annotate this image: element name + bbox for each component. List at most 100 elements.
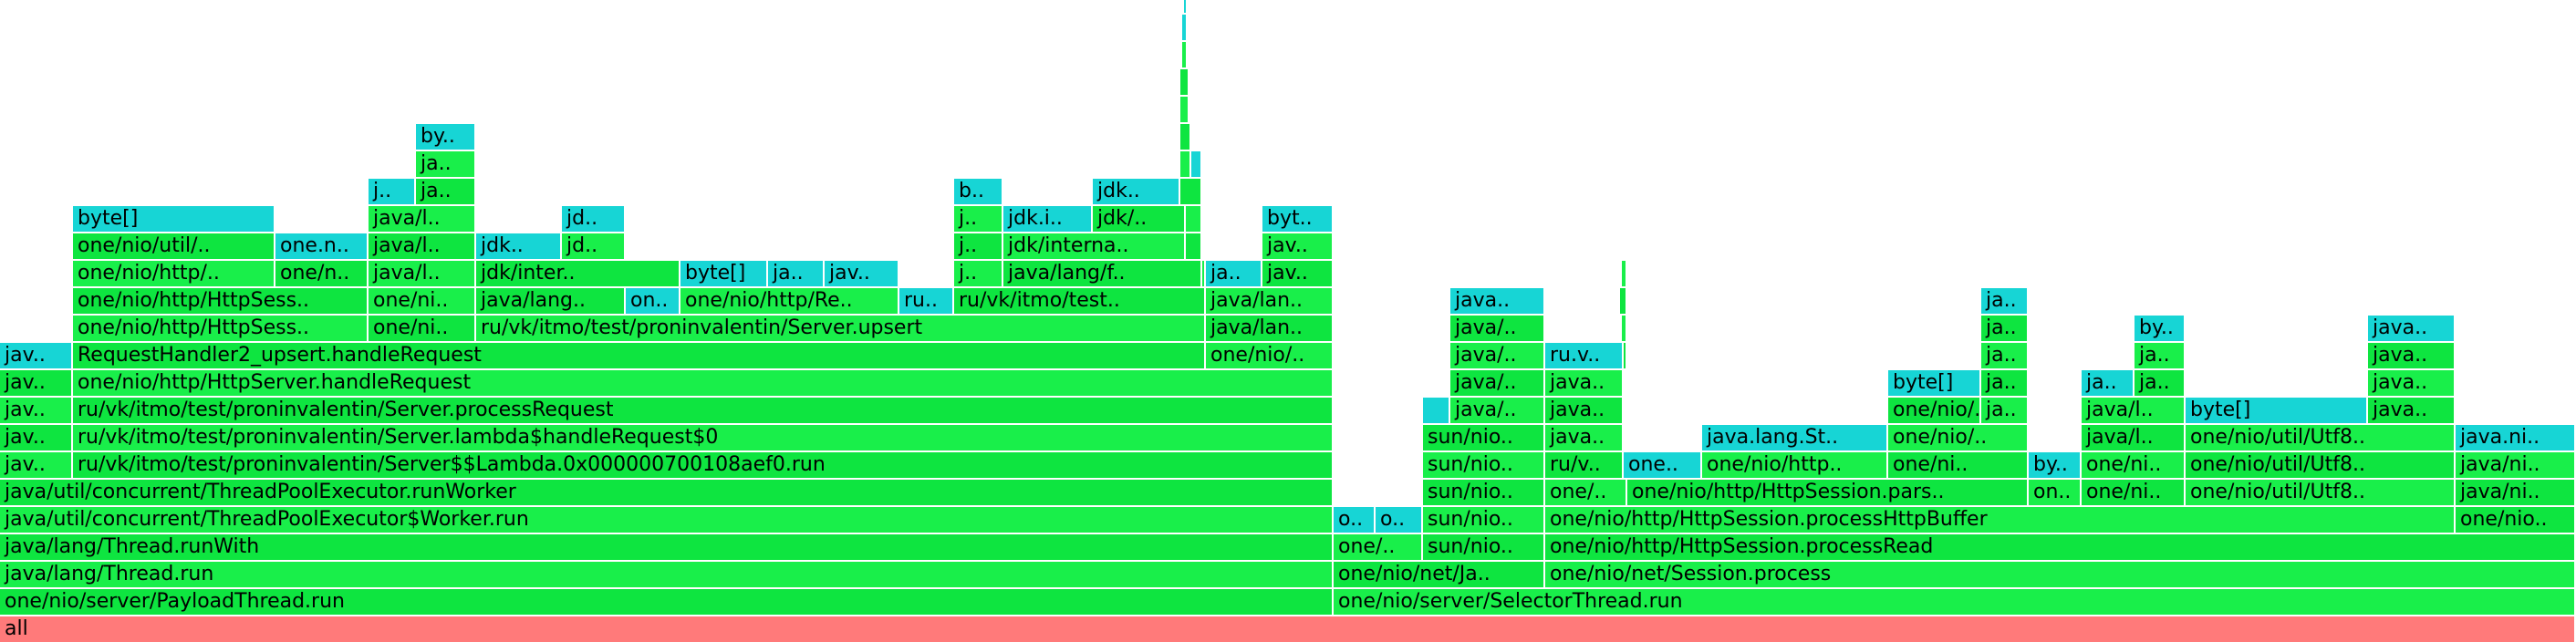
flame-frame[interactable]: java.. xyxy=(1545,425,1624,452)
flame-frame[interactable]: ru/vk/itmo/test/proninvalentin/Server.la… xyxy=(73,425,1334,452)
flame-frame[interactable]: one/nio/http/HttpServer.handleRequest xyxy=(73,370,1334,398)
flame-frame[interactable]: java.. xyxy=(2368,316,2456,343)
flame-frame[interactable]: jdk.. xyxy=(1093,179,1180,206)
flame-frame[interactable] xyxy=(1184,0,1188,15)
flame-frame[interactable]: one/.. xyxy=(1334,534,1423,562)
flame-frame[interactable]: one/n.. xyxy=(275,261,369,288)
flame-frame[interactable]: jav.. xyxy=(0,452,73,480)
flame-frame[interactable]: java/.. xyxy=(1450,316,1545,343)
flame-frame[interactable]: one/nio/.. xyxy=(1888,425,2029,452)
flame-frame[interactable]: one/nio/http/HttpSess.. xyxy=(73,288,369,316)
flame-frame[interactable]: one/nio/http/HttpSession.processRead xyxy=(1545,534,2576,562)
flame-frame[interactable] xyxy=(1191,151,1202,179)
flame-frame[interactable]: one/nio.. xyxy=(2456,507,2576,534)
flame-frame[interactable]: java/.. xyxy=(1450,398,1545,425)
flame-frame[interactable] xyxy=(1182,42,1188,69)
flame-frame[interactable]: one/nio/net/Session.process xyxy=(1545,562,2576,589)
flame-frame[interactable]: java.. xyxy=(2368,398,2456,425)
flame-frame[interactable]: java/l.. xyxy=(369,261,476,288)
flame-frame[interactable] xyxy=(1620,288,1627,316)
flame-frame[interactable] xyxy=(1186,233,1202,261)
flame-frame[interactable]: ja.. xyxy=(1981,316,2029,343)
flame-frame[interactable]: java/lang/Thread.run xyxy=(0,562,1334,589)
flame-frame[interactable]: one/ni.. xyxy=(2082,452,2186,480)
flame-frame[interactable] xyxy=(1423,398,1450,425)
flame-frame[interactable]: one/.. xyxy=(1545,480,1627,507)
flame-frame[interactable]: java.lang.St.. xyxy=(1702,425,1888,452)
flame-frame[interactable]: one.. xyxy=(1624,452,1702,480)
flame-frame[interactable]: java/util/concurrent/ThreadPoolExecutor.… xyxy=(0,480,1334,507)
flame-frame[interactable]: ja.. xyxy=(2135,370,2186,398)
flame-frame[interactable]: one/nio/server/PayloadThread.run xyxy=(0,589,1334,616)
flame-frame[interactable]: byte[] xyxy=(680,261,768,288)
flame-frame[interactable]: java/ni.. xyxy=(2456,452,2576,480)
flame-frame[interactable]: byte[] xyxy=(1888,370,1981,398)
flame-frame[interactable]: java.ni.. xyxy=(2456,425,2576,452)
flame-frame[interactable]: sun/nio.. xyxy=(1423,534,1545,562)
flame-frame[interactable]: j.. xyxy=(954,261,1003,288)
flame-frame[interactable]: jdk/inter.. xyxy=(476,261,680,288)
flame-frame[interactable]: java/lang/f.. xyxy=(1003,261,1202,288)
flame-frame[interactable]: jav.. xyxy=(0,343,73,370)
flame-frame[interactable]: one/nio/http/HttpSess.. xyxy=(73,316,369,343)
flame-frame[interactable]: jdk/.. xyxy=(1093,206,1186,233)
flame-frame[interactable]: one/nio/http.. xyxy=(1702,452,1888,480)
flame-frame[interactable]: by.. xyxy=(2029,452,2082,480)
flame-frame[interactable] xyxy=(1180,179,1202,206)
flame-frame[interactable]: one/ni.. xyxy=(1888,452,2029,480)
flame-frame[interactable]: one/ni.. xyxy=(369,288,476,316)
flame-frame[interactable]: one/nio/util/Utf8.. xyxy=(2186,425,2456,452)
flame-frame[interactable]: jd.. xyxy=(562,206,626,233)
flame-frame[interactable]: ja.. xyxy=(2135,343,2186,370)
flame-frame[interactable]: sun/nio.. xyxy=(1423,480,1545,507)
flame-frame[interactable]: ru/vk/itmo/test/proninvalentin/Server.pr… xyxy=(73,398,1334,425)
flame-frame[interactable]: java/l.. xyxy=(369,206,476,233)
flame-frame[interactable]: ja.. xyxy=(1981,288,2029,316)
flame-frame[interactable]: on.. xyxy=(626,288,680,316)
flame-frame[interactable]: java/lan.. xyxy=(1206,288,1334,316)
flame-frame[interactable]: all xyxy=(0,616,2576,642)
flame-frame[interactable]: jdk.i.. xyxy=(1003,206,1093,233)
flame-frame[interactable]: one/nio/.. xyxy=(1888,398,1981,425)
flame-frame[interactable]: ja.. xyxy=(416,151,476,179)
flame-frame[interactable]: java/lan.. xyxy=(1206,316,1334,343)
flame-frame[interactable]: jdk/interna.. xyxy=(1003,233,1186,261)
flame-frame[interactable]: ru.v.. xyxy=(1545,343,1624,370)
flame-frame[interactable]: one.n.. xyxy=(275,233,369,261)
flame-frame[interactable]: sun/nio.. xyxy=(1423,452,1545,480)
flame-frame[interactable]: ja.. xyxy=(416,179,476,206)
flame-frame[interactable]: ja.. xyxy=(768,261,825,288)
flame-frame[interactable]: java/.. xyxy=(1450,370,1545,398)
flame-frame[interactable]: j.. xyxy=(954,206,1003,233)
flame-frame[interactable]: java/l.. xyxy=(2082,398,2186,425)
flame-frame[interactable]: java/.. xyxy=(1450,343,1545,370)
flame-frame[interactable]: java.. xyxy=(2368,343,2456,370)
flame-frame[interactable]: jav.. xyxy=(0,370,73,398)
flame-frame[interactable] xyxy=(1186,206,1202,233)
flame-frame[interactable] xyxy=(1180,69,1189,97)
flame-frame[interactable]: java/lang/Thread.runWith xyxy=(0,534,1334,562)
flame-frame[interactable]: ja.. xyxy=(1981,343,2029,370)
flame-frame[interactable]: on.. xyxy=(2029,480,2082,507)
flame-frame[interactable] xyxy=(1182,15,1188,42)
flame-frame[interactable]: sun/nio.. xyxy=(1423,507,1545,534)
flame-frame[interactable]: ru/vk/itmo/test/proninvalentin/Server.up… xyxy=(476,316,1206,343)
flame-frame[interactable] xyxy=(1622,261,1627,288)
flame-frame[interactable]: java/lang.. xyxy=(476,288,626,316)
flame-frame[interactable]: ja.. xyxy=(1981,398,2029,425)
flame-frame[interactable]: ru/v.. xyxy=(1545,452,1624,480)
flame-frame[interactable]: one/nio/http/Re.. xyxy=(680,288,899,316)
flame-frame[interactable]: one/nio/http/HttpSession.pars.. xyxy=(1627,480,2029,507)
flame-frame[interactable]: RequestHandler2_upsert.handleRequest xyxy=(73,343,1206,370)
flame-frame[interactable]: byte[] xyxy=(2186,398,2368,425)
flame-frame[interactable]: java.. xyxy=(1450,288,1545,316)
flame-frame[interactable]: jav.. xyxy=(1262,233,1334,261)
flame-frame[interactable]: byt.. xyxy=(1262,206,1334,233)
flame-frame[interactable]: jav.. xyxy=(1262,261,1334,288)
flame-frame[interactable]: java.. xyxy=(1545,370,1624,398)
flame-frame[interactable]: java/l.. xyxy=(369,233,476,261)
flame-frame[interactable]: ru/vk/itmo/test/proninvalentin/Server$$L… xyxy=(73,452,1334,480)
flame-frame[interactable]: one/nio/net/Ja.. xyxy=(1334,562,1545,589)
flame-frame[interactable]: b.. xyxy=(954,179,1003,206)
flame-frame[interactable] xyxy=(1624,343,1627,370)
